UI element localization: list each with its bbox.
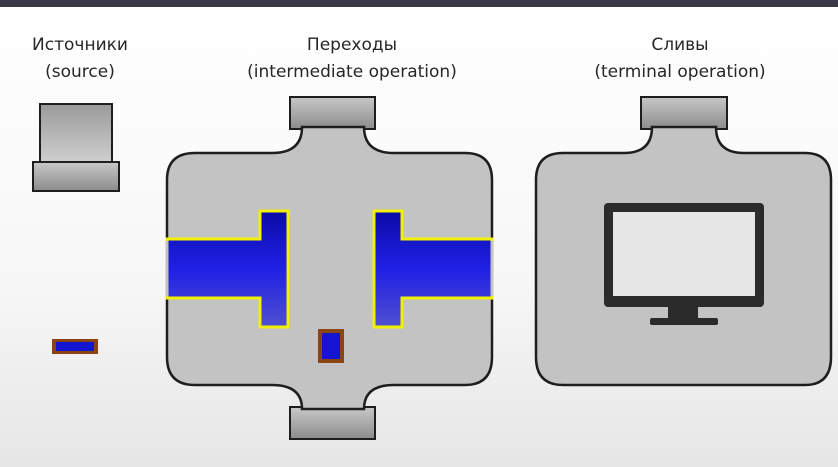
terminal-top-cap — [640, 96, 728, 130]
intermediate-title: Переходы — [306, 35, 398, 55]
pipe-right — [372, 209, 494, 329]
terminal-label: Сливы (terminal operation) — [550, 32, 810, 86]
monitor-screen — [613, 212, 755, 296]
source-label: Источники (source) — [0, 32, 160, 86]
monitor-stand — [650, 318, 718, 325]
source-body — [39, 103, 113, 163]
element-fill — [322, 333, 340, 359]
monitor-neck — [668, 307, 698, 319]
terminal-title: Сливы — [651, 35, 709, 55]
source-device — [32, 103, 120, 192]
intermediate-label: Переходы (intermediate operation) — [202, 32, 502, 86]
terminal-subtitle: (terminal operation) — [594, 62, 766, 82]
intermediate-body — [165, 125, 494, 411]
pipe-left — [165, 209, 290, 329]
intermediate-device — [165, 96, 494, 440]
source-subtitle: (source) — [45, 62, 115, 82]
monitor-icon — [604, 203, 764, 325]
intermediate-subtitle: (intermediate operation) — [247, 62, 457, 82]
intermediate-stream-element — [318, 329, 344, 363]
source-stream-element — [52, 339, 98, 354]
intermediate-bottom-cap — [289, 406, 376, 440]
source-title: Источники — [32, 35, 128, 55]
top-bar — [0, 0, 838, 7]
intermediate-top-cap — [289, 96, 376, 130]
element-fill — [56, 342, 94, 351]
source-base — [32, 161, 120, 192]
